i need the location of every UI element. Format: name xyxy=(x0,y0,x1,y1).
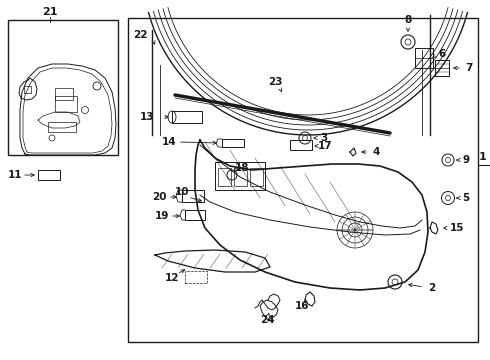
Text: 9: 9 xyxy=(462,155,469,165)
Bar xyxy=(435,60,449,76)
Bar xyxy=(185,210,205,220)
Text: 13: 13 xyxy=(140,112,154,122)
Bar xyxy=(55,96,77,112)
Text: 8: 8 xyxy=(404,15,412,25)
Text: 12: 12 xyxy=(165,273,179,283)
Bar xyxy=(234,168,247,186)
Text: 22: 22 xyxy=(133,30,148,40)
Text: 24: 24 xyxy=(260,315,274,325)
Bar xyxy=(290,140,312,150)
Text: 6: 6 xyxy=(438,49,445,59)
Bar xyxy=(185,271,207,283)
Bar xyxy=(250,168,263,186)
Text: 15: 15 xyxy=(450,223,465,233)
Bar xyxy=(8,20,118,155)
Text: 5: 5 xyxy=(462,193,469,203)
Text: 7: 7 xyxy=(465,63,472,73)
Bar xyxy=(172,111,202,123)
Text: 11: 11 xyxy=(8,170,23,180)
Text: 14: 14 xyxy=(162,137,176,147)
Text: 1: 1 xyxy=(479,152,487,162)
Text: 17: 17 xyxy=(318,141,333,151)
Bar xyxy=(128,18,478,342)
Text: 10: 10 xyxy=(175,187,190,197)
Bar xyxy=(55,88,73,100)
Text: 18: 18 xyxy=(235,163,249,173)
Bar xyxy=(215,162,265,190)
Bar xyxy=(24,86,31,93)
Bar xyxy=(48,122,76,132)
Text: 20: 20 xyxy=(152,192,167,202)
Bar xyxy=(218,168,231,186)
Bar xyxy=(415,48,433,68)
Text: 21: 21 xyxy=(42,7,58,17)
Text: 4: 4 xyxy=(372,147,379,157)
Text: 23: 23 xyxy=(268,77,282,87)
Text: 3: 3 xyxy=(320,133,327,143)
Bar xyxy=(38,170,60,180)
Bar xyxy=(222,139,244,147)
Text: 16: 16 xyxy=(295,301,309,311)
Text: 19: 19 xyxy=(155,211,170,221)
Bar xyxy=(182,190,204,202)
Text: 2: 2 xyxy=(428,283,435,293)
